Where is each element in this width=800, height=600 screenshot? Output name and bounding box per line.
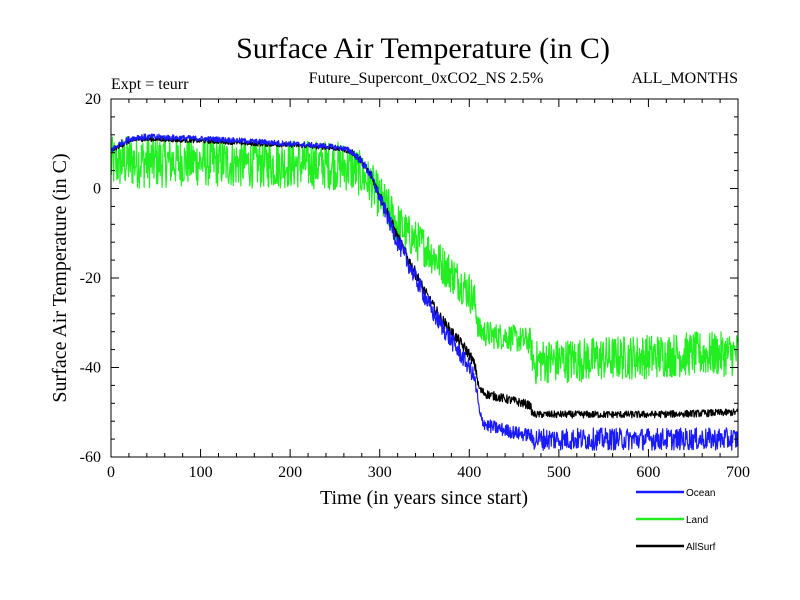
experiment-label: Expt = teurr bbox=[111, 76, 189, 93]
x-tick-label: 600 bbox=[636, 464, 660, 481]
y-tick-label: 20 bbox=[85, 91, 101, 108]
y-axis-label: Surface Air Temperature (in C) bbox=[49, 153, 71, 402]
x-tick-label: 300 bbox=[368, 464, 392, 481]
x-axis-label: Time (in years since start) bbox=[320, 487, 528, 509]
y-tick-label: -20 bbox=[80, 270, 101, 287]
series-layer bbox=[110, 133, 739, 451]
ticks-layer: 0 100 200 300 400 500 600 700 -60 -40 -20 0 20 bbox=[80, 91, 750, 481]
x-tick-label: 100 bbox=[189, 464, 213, 481]
months-label: ALL_MONTHS bbox=[631, 70, 738, 87]
x-tick-label: 400 bbox=[457, 464, 481, 481]
legend-label-ocean: Ocean bbox=[686, 488, 715, 499]
chart-subtitle: Future_Supercont_0xCO2_NS 2.5% bbox=[309, 70, 544, 87]
series-line-ocean bbox=[110, 133, 739, 451]
legend: Ocean Land AllSurf bbox=[636, 488, 716, 553]
legend-label-land: Land bbox=[686, 515, 708, 526]
x-tick-label: 0 bbox=[107, 464, 115, 481]
y-tick-label: 0 bbox=[93, 181, 101, 198]
series-line-allsurf bbox=[110, 136, 739, 419]
legend-label-allsurf: AllSurf bbox=[686, 542, 716, 553]
x-tick-label: 500 bbox=[547, 464, 571, 481]
x-tick-label: 200 bbox=[278, 464, 302, 481]
chart-title: Surface Air Temperature (in C) bbox=[236, 32, 610, 65]
x-tick-label: 700 bbox=[726, 464, 750, 481]
y-tick-label: -60 bbox=[80, 449, 101, 466]
series-line-land bbox=[110, 134, 739, 385]
y-tick-label: -40 bbox=[80, 360, 101, 377]
